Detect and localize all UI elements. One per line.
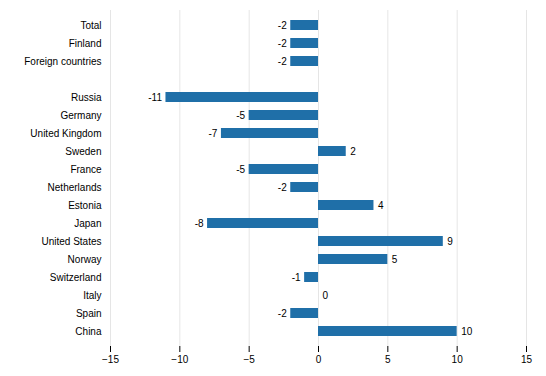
svg-text:−10: −10 — [171, 354, 188, 365]
svg-text:United States: United States — [41, 236, 101, 247]
svg-text:5: 5 — [385, 354, 391, 365]
svg-text:-2: -2 — [278, 20, 287, 31]
svg-text:0: 0 — [323, 290, 329, 301]
svg-text:-2: -2 — [278, 308, 287, 319]
svg-text:Japan: Japan — [74, 218, 101, 229]
svg-text:4: 4 — [378, 200, 384, 211]
svg-text:United Kingdom: United Kingdom — [30, 128, 101, 139]
svg-text:-5: -5 — [236, 110, 245, 121]
svg-text:Estonia: Estonia — [68, 200, 102, 211]
svg-text:Netherlands: Netherlands — [48, 182, 102, 193]
svg-text:0: 0 — [316, 354, 322, 365]
svg-text:-2: -2 — [278, 182, 287, 193]
svg-text:-5: -5 — [236, 164, 245, 175]
svg-text:10: 10 — [452, 354, 464, 365]
svg-text:-1: -1 — [292, 272, 301, 283]
svg-text:France: France — [70, 164, 102, 175]
svg-text:Norway: Norway — [68, 254, 102, 265]
svg-text:−15: −15 — [102, 354, 119, 365]
svg-text:Sweden: Sweden — [65, 146, 101, 157]
svg-text:5: 5 — [392, 254, 398, 265]
svg-text:Russia: Russia — [71, 92, 102, 103]
svg-text:9: 9 — [447, 236, 453, 247]
svg-text:2: 2 — [350, 146, 356, 157]
svg-text:Foreign countries: Foreign countries — [24, 56, 101, 67]
svg-text:-2: -2 — [278, 38, 287, 49]
svg-text:Total: Total — [80, 20, 101, 31]
svg-text:Italy: Italy — [83, 290, 101, 301]
svg-text:Finland: Finland — [69, 38, 102, 49]
svg-text:-8: -8 — [195, 218, 204, 229]
svg-text:-11: -11 — [148, 92, 162, 103]
svg-text:10: 10 — [461, 326, 473, 337]
svg-text:15: 15 — [521, 354, 533, 365]
svg-text:-7: -7 — [209, 128, 218, 139]
svg-text:Germany: Germany — [60, 110, 101, 121]
svg-text:Switzerland: Switzerland — [50, 272, 102, 283]
svg-text:-2: -2 — [278, 56, 287, 67]
svg-text:China: China — [75, 326, 102, 337]
svg-text:−5: −5 — [243, 354, 255, 365]
svg-text:Spain: Spain — [76, 308, 102, 319]
